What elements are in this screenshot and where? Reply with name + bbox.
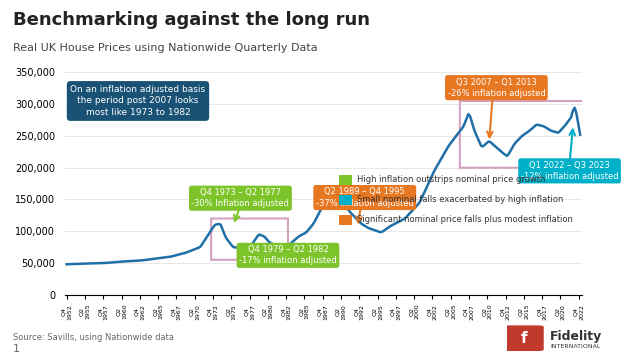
FancyBboxPatch shape [504,325,544,351]
Text: Q2 1989 – Q4 1995
-37% inflation adjusted: Q2 1989 – Q4 1995 -37% inflation adjuste… [316,188,414,208]
Bar [339,175,352,185]
Text: High inflation outstrips nominal price growth: High inflation outstrips nominal price g… [357,175,545,184]
Text: Q4 1973 – Q2 1977
-30% Inflation adjusted: Q4 1973 – Q2 1977 -30% Inflation adjuste… [191,188,289,208]
Text: Real UK House Prices using Nationwide Quarterly Data: Real UK House Prices using Nationwide Qu… [13,43,317,53]
Text: 1: 1 [13,345,20,355]
Text: Benchmarking against the long run: Benchmarking against the long run [13,11,370,29]
Text: Significant nominal price falls plus modest inflation: Significant nominal price falls plus mod… [357,215,573,224]
Text: Source: Savills, using Nationwide data: Source: Savills, using Nationwide data [13,333,174,342]
Text: On an inflation adjusted basis
the period post 2007 looks
most like 1973 to 1982: On an inflation adjusted basis the perio… [70,85,205,117]
Text: Fidelity: Fidelity [550,330,602,343]
Text: Q3 2007 – Q1 2013
-26% inflation adjusted: Q3 2007 – Q1 2013 -26% inflation adjuste… [448,78,545,98]
Text: Small nominal falls exacerbated by high inflation: Small nominal falls exacerbated by high … [357,195,564,204]
Text: Q1 2022 – Q3 2023
-12% inflation adjusted: Q1 2022 – Q3 2023 -12% inflation adjuste… [521,161,618,181]
Bar [339,215,352,225]
Text: f: f [521,331,527,346]
Bar [339,195,352,205]
Text: INTERNATIONAL: INTERNATIONAL [550,344,601,349]
Text: Q4 1979 – Q2 1982
-17% inflation adjusted: Q4 1979 – Q2 1982 -17% inflation adjuste… [239,245,337,266]
